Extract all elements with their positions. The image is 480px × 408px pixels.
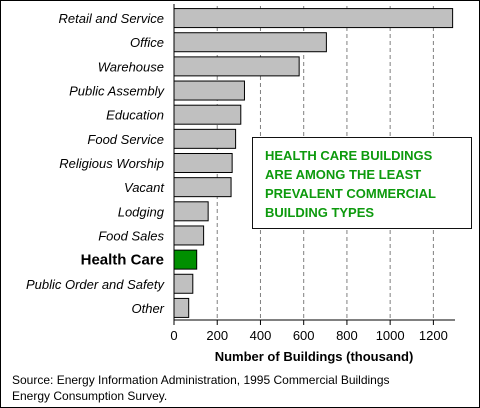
- source-line-2: Energy Consumption Survey.: [12, 389, 168, 403]
- bar-lodging: [173, 201, 209, 222]
- bar-warehouse: [173, 56, 300, 77]
- bar-vacant: [173, 177, 232, 198]
- tick-label-600: 600: [293, 328, 315, 343]
- bar-religious-worship: [173, 153, 233, 173]
- axes: [173, 4, 455, 325]
- category-label-other: Other: [131, 301, 164, 316]
- tick-label-1200: 1200: [419, 328, 448, 343]
- annotation-line-2: ARE AMONG THE LEAST: [265, 167, 422, 182]
- tick-label-200: 200: [206, 328, 228, 343]
- tick-labels: 0 200 400 600 800 1000 1200: [170, 328, 447, 343]
- annotation-line-1: HEALTH CARE BUILDINGS: [265, 148, 433, 163]
- bar-food-service: [173, 128, 237, 149]
- bar-office: [173, 32, 327, 53]
- category-label-health-care: Health Care: [81, 252, 164, 269]
- category-label-food-sales: Food Sales: [98, 228, 164, 243]
- bar-public-order-and-safety: [173, 273, 194, 294]
- annotation-line-4: BUILDING TYPES: [265, 205, 375, 220]
- category-label-food-service: Food Service: [87, 132, 164, 147]
- tick-label-1000: 1000: [376, 328, 405, 343]
- category-label-warehouse: Warehouse: [98, 59, 164, 74]
- annotation-box: HEALTH CARE BUILDINGS ARE AMONG THE LEAS…: [252, 137, 472, 229]
- x-axis-label: Number of Buildings (thousand): [215, 349, 414, 364]
- annotation-line-3: PREVALENT COMMERCIAL: [265, 186, 436, 201]
- bar-chart: Retail and Service Office Warehouse Public …: [26, 4, 455, 364]
- tick-label-0: 0: [170, 328, 177, 343]
- source-line-1: Source: Energy Information Administratio…: [12, 373, 390, 387]
- bar-food-sales: [173, 225, 205, 246]
- category-label-office: Office: [130, 35, 164, 50]
- bar-health-care: [173, 249, 198, 270]
- bar-education: [173, 104, 242, 125]
- bar-other: [173, 297, 190, 318]
- category-label-retail-and-service: Retail and Service: [59, 11, 165, 26]
- tick-label-400: 400: [250, 328, 272, 343]
- category-label-vacant: Vacant: [124, 180, 165, 195]
- source-note: Source: Energy Information Administratio…: [12, 372, 472, 404]
- bar-public-assembly: [173, 80, 245, 101]
- category-label-public-assembly: Public Assembly: [69, 84, 165, 99]
- category-label-public-order-and-safety: Public Order and Safety: [26, 277, 166, 292]
- tick-label-800: 800: [336, 328, 358, 343]
- category-label-lodging: Lodging: [118, 204, 165, 219]
- bar-retail-and-service: [173, 8, 454, 29]
- category-label-religious-worship: Religious Worship: [59, 156, 164, 171]
- category-labels: Retail and Service Office Warehouse Public …: [26, 11, 166, 316]
- category-label-education: Education: [106, 108, 164, 123]
